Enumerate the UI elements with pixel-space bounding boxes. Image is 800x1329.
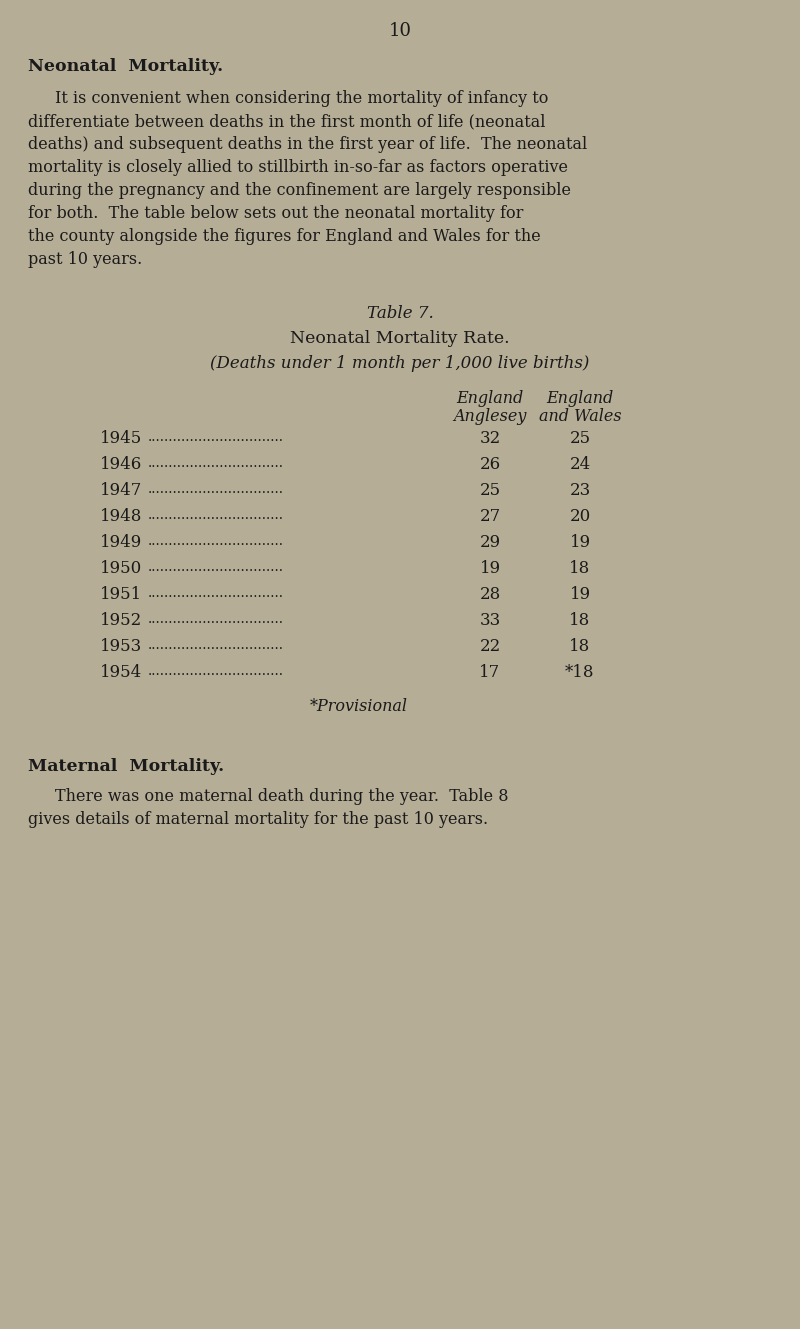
Text: *Provisional: *Provisional <box>310 698 408 715</box>
Text: 23: 23 <box>570 482 590 498</box>
Text: 28: 28 <box>479 586 501 603</box>
Text: 25: 25 <box>570 431 590 447</box>
Text: Table 7.: Table 7. <box>366 304 434 322</box>
Text: ................................: ................................ <box>148 586 284 599</box>
Text: 33: 33 <box>479 611 501 629</box>
Text: There was one maternal death during the year.  Table 8: There was one maternal death during the … <box>55 788 509 805</box>
Text: 1949: 1949 <box>100 534 142 552</box>
Text: It is convenient when considering the mortality of infancy to: It is convenient when considering the mo… <box>55 90 548 108</box>
Text: 32: 32 <box>479 431 501 447</box>
Text: 1952: 1952 <box>100 611 142 629</box>
Text: ................................: ................................ <box>148 482 284 496</box>
Text: 10: 10 <box>389 23 411 40</box>
Text: 1951: 1951 <box>100 586 142 603</box>
Text: 1948: 1948 <box>100 508 142 525</box>
Text: 1945: 1945 <box>100 431 142 447</box>
Text: 18: 18 <box>570 560 590 577</box>
Text: 22: 22 <box>479 638 501 655</box>
Text: Maternal  Mortality.: Maternal Mortality. <box>28 758 224 775</box>
Text: and Wales: and Wales <box>538 408 622 425</box>
Text: 1947: 1947 <box>100 482 142 498</box>
Text: ................................: ................................ <box>148 664 284 678</box>
Text: 1953: 1953 <box>100 638 142 655</box>
Text: ................................: ................................ <box>148 534 284 548</box>
Text: ................................: ................................ <box>148 638 284 653</box>
Text: 24: 24 <box>570 456 590 473</box>
Text: 19: 19 <box>570 586 590 603</box>
Text: ................................: ................................ <box>148 560 284 574</box>
Text: ................................: ................................ <box>148 431 284 444</box>
Text: deaths) and subsequent deaths in the first year of life.  The neonatal: deaths) and subsequent deaths in the fir… <box>28 136 587 153</box>
Text: 18: 18 <box>570 638 590 655</box>
Text: ................................: ................................ <box>148 611 284 626</box>
Text: differentiate between deaths in the first month of life (neonatal: differentiate between deaths in the firs… <box>28 113 546 130</box>
Text: 19: 19 <box>479 560 501 577</box>
Text: 26: 26 <box>479 456 501 473</box>
Text: Neonatal  Mortality.: Neonatal Mortality. <box>28 58 223 74</box>
Text: ................................: ................................ <box>148 456 284 470</box>
Text: 1950: 1950 <box>100 560 142 577</box>
Text: Neonatal Mortality Rate.: Neonatal Mortality Rate. <box>290 330 510 347</box>
Text: Anglesey: Anglesey <box>454 408 526 425</box>
Text: for both.  The table below sets out the neonatal mortality for: for both. The table below sets out the n… <box>28 205 523 222</box>
Text: mortality is closely allied to stillbirth in-so-far as factors operative: mortality is closely allied to stillbirt… <box>28 159 568 175</box>
Text: (Deaths under 1 month per 1,000 live births): (Deaths under 1 month per 1,000 live bir… <box>210 355 590 372</box>
Text: 25: 25 <box>479 482 501 498</box>
Text: 29: 29 <box>479 534 501 552</box>
Text: 1946: 1946 <box>100 456 142 473</box>
Text: England: England <box>546 389 614 407</box>
Text: 17: 17 <box>479 664 501 680</box>
Text: 18: 18 <box>570 611 590 629</box>
Text: England: England <box>456 389 524 407</box>
Text: during the pregnancy and the confinement are largely responsible: during the pregnancy and the confinement… <box>28 182 571 199</box>
Text: ................................: ................................ <box>148 508 284 522</box>
Text: the county alongside the figures for England and Wales for the: the county alongside the figures for Eng… <box>28 229 541 245</box>
Text: 20: 20 <box>570 508 590 525</box>
Text: past 10 years.: past 10 years. <box>28 251 142 268</box>
Text: 27: 27 <box>479 508 501 525</box>
Text: gives details of maternal mortality for the past 10 years.: gives details of maternal mortality for … <box>28 811 488 828</box>
Text: *18: *18 <box>566 664 594 680</box>
Text: 1954: 1954 <box>100 664 142 680</box>
Text: 19: 19 <box>570 534 590 552</box>
